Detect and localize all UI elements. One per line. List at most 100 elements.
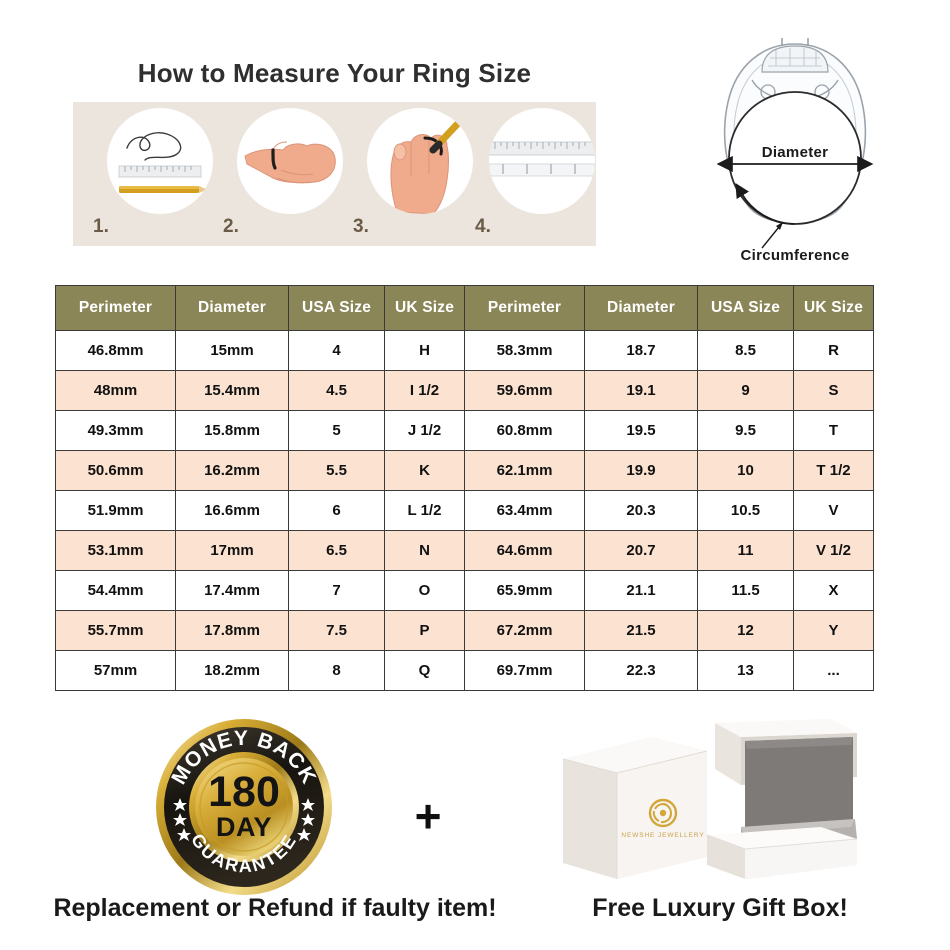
table-cell: 4: [288, 330, 385, 371]
table-cell: X: [793, 570, 874, 611]
plus-sign: +: [414, 790, 442, 842]
step-2-number: 2.: [223, 216, 239, 237]
table-cell: 5: [288, 410, 385, 451]
table-row: 49.3mm 15.8mm 5 J 1/2 60.8mm 19.5 9.5 T: [55, 410, 874, 451]
table-cell: 7: [288, 570, 385, 611]
table-cell: 58.3mm: [464, 330, 585, 371]
table-cell: 8.5: [697, 330, 794, 371]
table-cell: Y: [793, 610, 874, 651]
table-row: 50.6mm 16.2mm 5.5 K 62.1mm 19.9 10 T 1/2: [55, 450, 874, 491]
table-cell: 10: [697, 450, 794, 491]
table-cell: 65.9mm: [464, 570, 585, 611]
circumference-label: Circumference: [740, 247, 850, 264]
table-row: 53.1mm 17mm 6.5 N 64.6mm 20.7 11 V 1/2: [55, 530, 874, 571]
table-cell: 15.8mm: [175, 410, 289, 451]
table-cell: 19.5: [584, 410, 698, 451]
table-cell: 59.6mm: [464, 370, 585, 411]
table-cell: 22.3: [584, 650, 698, 691]
col-header-uk-size-right: UK Size: [793, 285, 874, 331]
col-header-usa-size-left: USA Size: [288, 285, 385, 331]
step-1: 1.: [91, 108, 213, 240]
col-header-uk-size-left: UK Size: [384, 285, 465, 331]
table-body: 46.8mm 15mm 4 H 58.3mm 18.7 8.5 R 48mm 15.4mm 4.5 I…: [55, 330, 874, 691]
table-cell: 6: [288, 490, 385, 531]
table-cell: 20.7: [584, 530, 698, 571]
table-cell: 8: [288, 650, 385, 691]
col-header-perimeter-right: Perimeter: [464, 285, 585, 331]
col-header-perimeter-left: Perimeter: [55, 285, 176, 331]
table-cell: T 1/2: [793, 450, 874, 491]
table-row: 48mm 15.4mm 4.5 I 1/2 59.6mm 19.1 9 S: [55, 370, 874, 411]
col-header-usa-size-right: USA Size: [697, 285, 794, 331]
table-cell: S: [793, 370, 874, 411]
table-cell: 16.6mm: [175, 490, 289, 531]
table-cell: 57mm: [55, 650, 176, 691]
table-cell: 62.1mm: [464, 450, 585, 491]
step-4-number: 4.: [475, 216, 491, 237]
badge-stars-icon: [173, 798, 315, 841]
table-cell: 60.8mm: [464, 410, 585, 451]
table-cell: 5.5: [288, 450, 385, 491]
table-row: 46.8mm 15mm 4 H 58.3mm 18.7 8.5 R: [55, 330, 874, 371]
table-cell: 17.4mm: [175, 570, 289, 611]
page-title: How to Measure Your Ring Size: [137, 58, 532, 88]
measure-steps-banner: 1. 2. 3.: [73, 102, 596, 246]
table-cell: 20.3: [584, 490, 698, 531]
table-header-row: Perimeter Diameter USA Size UK Size Peri…: [55, 285, 874, 331]
table-cell: 11.5: [697, 570, 794, 611]
hand-pointing-ring-icon: [237, 108, 343, 214]
table-cell: 17mm: [175, 530, 289, 571]
table-cell: 11: [697, 530, 794, 571]
table-cell: 53.1mm: [55, 530, 176, 571]
table-cell: 21.1: [584, 570, 698, 611]
table-cell: 9.5: [697, 410, 794, 451]
table-cell: J 1/2: [384, 410, 465, 451]
closed-gift-box-icon: NEWSHE JEWELLERY: [562, 737, 708, 879]
open-gift-box-icon: [706, 719, 858, 879]
table-row: 54.4mm 17.4mm 7 O 65.9mm 21.1 11.5 X: [55, 570, 874, 611]
table-cell: 55.7mm: [55, 610, 176, 651]
table-cell: R: [793, 330, 874, 371]
table-cell: N: [384, 530, 465, 571]
col-header-diameter-left: Diameter: [175, 285, 289, 331]
table-cell: 18.7: [584, 330, 698, 371]
table-row: 55.7mm 17.8mm 7.5 P 67.2mm 21.5 12 Y: [55, 610, 874, 651]
table-cell: K: [384, 450, 465, 491]
ring-size-table: Perimeter Diameter USA Size UK Size Peri…: [55, 285, 874, 691]
table-cell: 48mm: [55, 370, 176, 411]
table-cell: 54.4mm: [55, 570, 176, 611]
table-cell: 18.2mm: [175, 650, 289, 691]
table-cell: 4.5: [288, 370, 385, 411]
badge-number: 180: [208, 768, 280, 816]
table-cell: 12: [697, 610, 794, 651]
table-cell: 63.4mm: [464, 490, 585, 531]
table-cell: 9: [697, 370, 794, 411]
table-cell: 67.2mm: [464, 610, 585, 651]
table-cell: 19.9: [584, 450, 698, 491]
table-cell: O: [384, 570, 465, 611]
table-cell: 17.8mm: [175, 610, 289, 651]
table-cell: P: [384, 610, 465, 651]
step-1-number: 1.: [93, 216, 109, 237]
ring-size-table-wrapper: Perimeter Diameter USA Size UK Size Peri…: [55, 285, 874, 691]
table-cell: 46.8mm: [55, 330, 176, 371]
brand-logo-text: NEWSHE JEWELLERY: [621, 832, 704, 839]
table-cell: 64.6mm: [464, 530, 585, 571]
brand-logo-icon: [648, 798, 678, 828]
diameter-label: Diameter: [761, 144, 829, 161]
step-3: 3.: [351, 108, 473, 240]
replacement-caption: Replacement or Refund if faulty item!: [53, 894, 497, 922]
table-cell: 15.4mm: [175, 370, 289, 411]
table-cell: V: [793, 490, 874, 531]
table-cell: Q: [384, 650, 465, 691]
table-row: 57mm 18.2mm 8 Q 69.7mm 22.3 13...: [55, 650, 874, 691]
giftbox-caption: Free Luxury Gift Box!: [592, 894, 848, 922]
table-cell: T: [793, 410, 874, 451]
table-cell: 16.2mm: [175, 450, 289, 491]
step-3-number: 3.: [353, 216, 369, 237]
badge-unit: DAY: [216, 812, 272, 842]
table-cell: 10.5: [697, 490, 794, 531]
col-header-diameter-right: Diameter: [584, 285, 698, 331]
table-cell: H: [384, 330, 465, 371]
hand-marking-string-icon: [367, 108, 473, 214]
